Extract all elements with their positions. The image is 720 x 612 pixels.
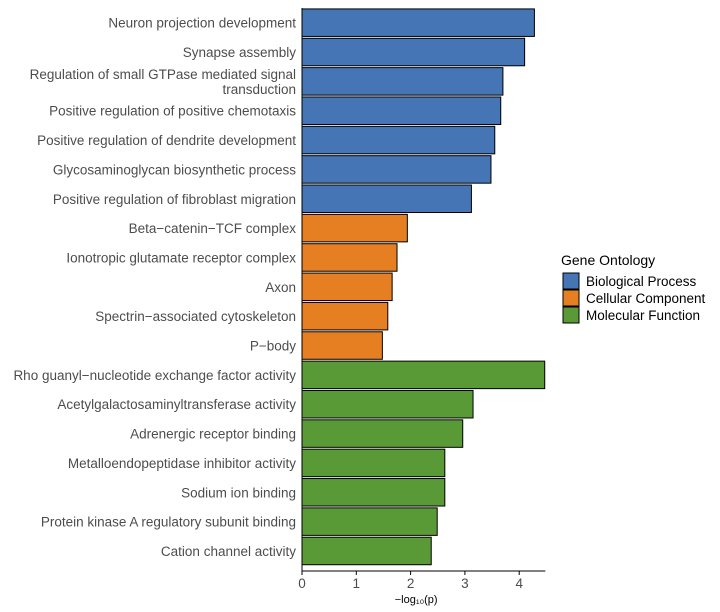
bars: [301, 8, 546, 566]
bar: [301, 478, 446, 507]
bar: [301, 301, 389, 331]
category-label: Regulation of small GTPase mediated sign…: [30, 67, 296, 82]
bar: [301, 8, 535, 37]
legend-label: Cellular Component: [586, 291, 706, 306]
bar: [301, 419, 464, 448]
category-label: Rho guanyl−nucleotide exchange factor ac…: [13, 368, 296, 383]
legend-swatch: [562, 306, 580, 324]
legend-label: Biological Process: [586, 274, 697, 289]
bar: [301, 448, 446, 478]
bar: [301, 507, 438, 536]
category-label: transduction: [222, 82, 296, 97]
x-tick-label: 4: [515, 576, 523, 591]
bar: [301, 389, 474, 419]
category-label: Glycosaminoglycan biosynthetic process: [53, 162, 296, 177]
category-label: Neuron projection development: [108, 16, 296, 31]
category-label: Ionotropic glutamate receptor complex: [66, 250, 296, 265]
category-label: P−body: [250, 339, 296, 354]
category-label: Synapse assembly: [183, 45, 297, 60]
category-label: Beta−catenin−TCF complex: [129, 221, 297, 236]
category-label: Adrenergic receptor binding: [130, 427, 296, 442]
category-label: Acetylgalactosaminyltransferase activity: [57, 397, 296, 412]
x-tick-label: 1: [353, 576, 361, 591]
legend: Gene Ontology Biological Process Cellular…: [561, 252, 706, 324]
bar: [301, 155, 492, 184]
bar: [301, 272, 393, 302]
bar: [301, 184, 472, 214]
category-label: Sodium ion binding: [181, 485, 296, 500]
x-axis-ticks: 0 1 2 3 4: [298, 571, 523, 591]
category-label: Cation channel activity: [161, 544, 296, 559]
legend-label: Molecular Function: [586, 308, 700, 323]
category-label: Metalloendopeptidase inhibitor activity: [68, 456, 296, 471]
legend-items: Biological Process Cellular Component Mole…: [562, 272, 706, 324]
category-label: Positive regulation of fibroblast migrat…: [53, 192, 296, 207]
legend-swatch: [562, 272, 580, 290]
category-label: Axon: [265, 280, 296, 295]
x-tick-label: 3: [461, 576, 469, 591]
bar: [301, 37, 526, 67]
bar: [301, 96, 502, 125]
bar: [301, 67, 504, 96]
bar: [301, 331, 383, 360]
bar: [301, 213, 408, 243]
legend-swatch: [562, 289, 580, 307]
category-label: Protein kinase A regulatory subunit bind…: [41, 515, 296, 530]
x-tick-label: 2: [407, 576, 415, 591]
bar: [301, 536, 432, 566]
x-axis-title: −log₁₀(p): [395, 594, 438, 606]
category-label: Positive regulation of dendrite developm…: [37, 133, 296, 148]
bar: [301, 125, 496, 155]
bar: [301, 360, 546, 390]
category-label: Spectrin−associated cytoskeleton: [95, 309, 296, 324]
x-tick-label: 0: [298, 576, 306, 591]
legend-title: Gene Ontology: [561, 252, 655, 268]
bar: [301, 243, 398, 272]
category-label: Positive regulation of positive chemotax…: [49, 104, 296, 119]
category-labels: Neuron projection development Synapse ass…: [13, 16, 296, 559]
